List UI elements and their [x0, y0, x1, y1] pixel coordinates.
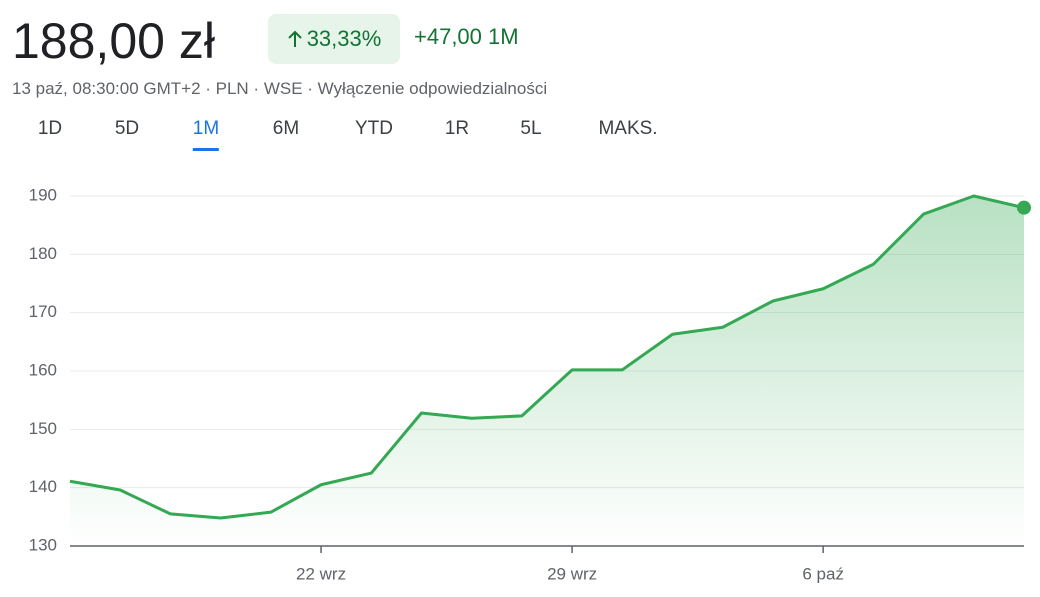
- meta-info: 13 paź, 08:30:00 GMT+2 · PLN · WSE · Wył…: [12, 79, 548, 98]
- y-tick-label: 170: [29, 302, 57, 321]
- change-percent: 33,33%: [306, 26, 382, 51]
- y-tick-label: 150: [29, 419, 57, 438]
- range-tab[interactable]: 1D: [37, 118, 63, 139]
- y-tick-label: 160: [29, 360, 57, 379]
- y-tick-label: 140: [29, 477, 57, 496]
- change-abs: +47,00 1M: [414, 24, 519, 49]
- change-badge: 33,33%: [268, 14, 400, 64]
- range-tab[interactable]: YTD: [355, 118, 393, 139]
- last-point: [1017, 200, 1031, 215]
- up-arrow: [287, 30, 302, 47]
- area: [70, 196, 1024, 546]
- y-tick-label: 130: [29, 535, 57, 554]
- range-tab[interactable]: 5D: [114, 118, 140, 139]
- x-tick-label: 22 wrz: [296, 564, 346, 583]
- range-tab[interactable]: 1M: [192, 118, 220, 151]
- x-tick-label: 6 paź: [802, 564, 844, 583]
- range-tab[interactable]: 5L: [520, 118, 542, 139]
- x-tick-label: 29 wrz: [547, 564, 597, 583]
- range-tab[interactable]: 1R: [444, 118, 470, 139]
- range-tab[interactable]: 6M: [272, 118, 300, 139]
- price-line: [69, 194, 1025, 520]
- price: 188,00 zł: [12, 13, 215, 69]
- range-tab[interactable]: MAKS.: [598, 118, 658, 139]
- y-tick-label: 190: [29, 185, 57, 204]
- y-tick-label: 180: [29, 244, 57, 263]
